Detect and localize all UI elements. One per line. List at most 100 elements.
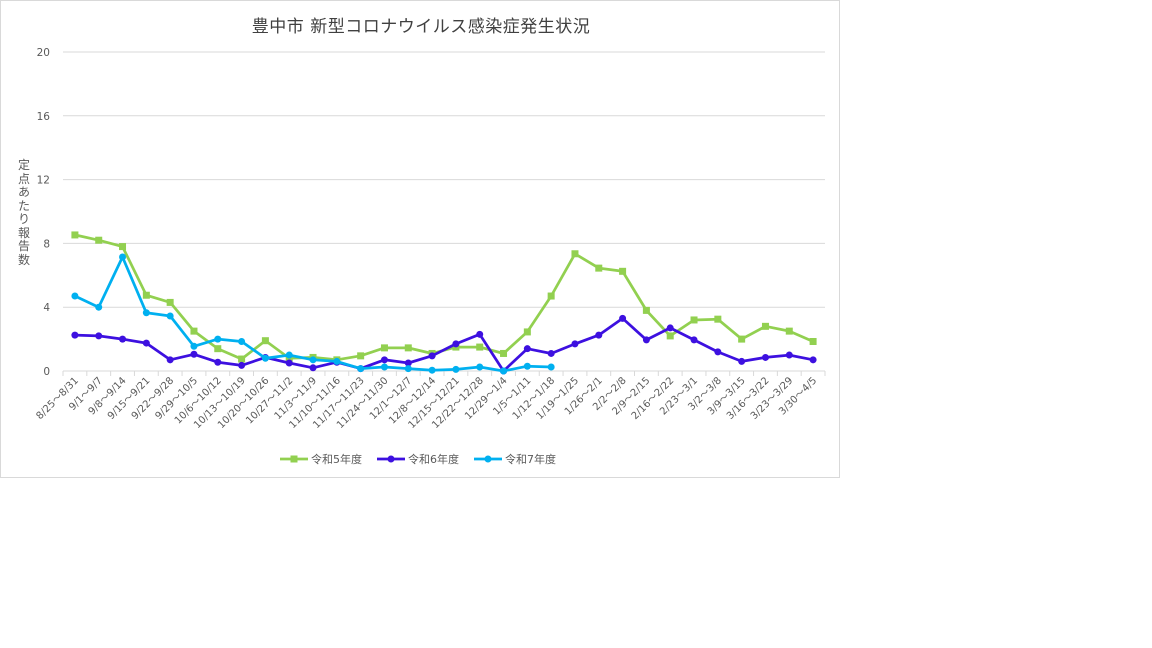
data-point	[95, 332, 103, 340]
series-3	[71, 253, 555, 375]
data-point	[500, 349, 508, 357]
legend-item: 令和6年度	[376, 451, 459, 467]
y-axis-label: 定点あたり報告数	[17, 158, 30, 267]
data-point	[119, 335, 127, 343]
data-point	[500, 367, 508, 375]
series-line	[74, 317, 814, 373]
y-tick-label: 20	[37, 47, 50, 59]
data-point	[761, 322, 769, 330]
data-point	[309, 364, 317, 372]
data-point	[809, 337, 817, 345]
data-point	[714, 348, 722, 356]
data-point	[666, 332, 674, 340]
data-point	[333, 357, 341, 365]
legend-item: 令和7年度	[473, 451, 556, 467]
legend-label: 令和7年度	[505, 453, 556, 466]
data-point	[476, 363, 484, 371]
data-point	[642, 336, 650, 344]
data-point	[571, 250, 579, 258]
data-point	[642, 306, 650, 314]
data-point	[214, 345, 222, 353]
data-point	[166, 312, 174, 320]
data-point	[142, 309, 150, 317]
data-point	[190, 350, 198, 358]
data-point	[619, 267, 627, 275]
data-point	[738, 335, 746, 343]
legend-item: 令和5年度	[279, 451, 362, 467]
data-point	[71, 292, 79, 300]
series-2	[71, 314, 817, 375]
data-point	[547, 292, 555, 300]
data-point	[190, 327, 198, 335]
data-point	[166, 356, 174, 364]
data-point	[261, 354, 269, 362]
series-line	[74, 233, 814, 362]
data-point	[809, 356, 817, 364]
legend-label: 令和6年度	[408, 453, 459, 466]
data-point	[119, 253, 127, 261]
y-tick-label: 4	[43, 302, 50, 314]
data-point	[571, 340, 579, 348]
data-point	[523, 345, 531, 353]
data-point	[428, 352, 436, 360]
data-point	[190, 342, 198, 350]
data-point	[380, 356, 388, 364]
data-point	[761, 353, 769, 361]
data-point	[404, 365, 412, 373]
legend-swatch-icon	[474, 455, 502, 463]
data-point	[547, 349, 555, 357]
data-point	[238, 337, 246, 345]
data-point	[523, 362, 531, 370]
data-point	[357, 365, 365, 373]
data-point	[357, 352, 365, 360]
data-point	[285, 359, 293, 367]
data-point	[404, 359, 412, 367]
data-point	[785, 351, 793, 359]
y-tick-label: 12	[37, 175, 50, 187]
legend: 令和5年度 令和6年度 令和7年度	[279, 451, 556, 467]
data-point	[547, 363, 555, 371]
y-tick-label: 8	[43, 238, 50, 250]
data-point	[476, 343, 484, 351]
data-point	[238, 355, 246, 363]
data-point	[404, 344, 412, 352]
data-point	[119, 243, 127, 251]
data-point	[142, 291, 150, 299]
data-point	[214, 335, 222, 343]
data-point	[452, 365, 460, 373]
data-point	[523, 328, 531, 336]
data-point	[95, 303, 103, 311]
data-point	[71, 331, 79, 339]
data-point	[452, 340, 460, 348]
legend-swatch-icon	[280, 455, 308, 463]
data-point	[619, 314, 627, 322]
data-point	[714, 315, 722, 323]
data-point	[595, 331, 603, 339]
data-point	[738, 357, 746, 365]
data-point	[380, 344, 388, 352]
data-point	[476, 330, 484, 338]
data-point	[666, 324, 674, 332]
series-1	[71, 231, 817, 364]
legend-label: 令和5年度	[311, 453, 362, 466]
data-point	[238, 361, 246, 369]
data-point	[285, 351, 293, 359]
data-point	[95, 236, 103, 244]
data-point	[261, 337, 269, 345]
y-tick-label: 16	[37, 111, 51, 123]
data-point	[380, 363, 388, 371]
data-point	[71, 231, 79, 239]
data-point	[166, 298, 174, 306]
data-point	[142, 339, 150, 347]
data-point	[428, 366, 436, 374]
legend-swatch-icon	[377, 455, 405, 463]
plot-area: 0481216208/25～8/319/1～9/79/8～9/149/15～9/…	[34, 47, 826, 431]
data-point	[690, 316, 698, 324]
chart-frame: 豊中市 新型コロナウイルス感染症発生状況 定点あたり報告数 0 4 8 12 16 20 8…	[0, 0, 840, 478]
y-tick-label: 0	[43, 366, 50, 378]
data-point	[595, 264, 603, 272]
data-point	[309, 356, 317, 364]
chart-title: 豊中市 新型コロナウイルス感染症発生状況	[251, 17, 591, 37]
data-point	[785, 327, 793, 335]
data-point	[690, 336, 698, 344]
